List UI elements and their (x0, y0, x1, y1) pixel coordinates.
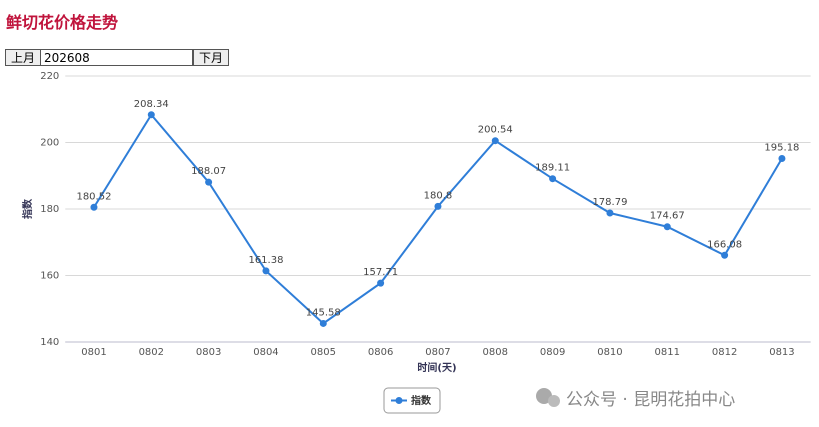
value-label: 189.11 (535, 163, 570, 174)
x-tick-label: 0808 (483, 347, 508, 358)
y-tick-label: 200 (40, 138, 59, 149)
x-tick-label: 0802 (139, 347, 164, 358)
value-label: 145.58 (306, 307, 341, 318)
value-label: 157.71 (363, 267, 398, 278)
x-tick-label: 0813 (769, 347, 794, 358)
value-label: 200.54 (478, 125, 513, 136)
point (663, 223, 671, 231)
x-tick-label: 0811 (655, 347, 680, 358)
x-tick-label: 0812 (712, 347, 737, 358)
value-label: 208.34 (134, 99, 169, 110)
prev-month-button[interactable]: 上月 (5, 49, 42, 66)
y-tick-label: 180 (40, 204, 59, 215)
legend-box (383, 387, 441, 414)
value-label: 195.18 (764, 143, 799, 154)
legend-label: 指数 (411, 394, 432, 407)
x-tick-label: 0810 (597, 347, 622, 358)
legend-swatch (395, 397, 403, 404)
point (549, 175, 557, 183)
value-label: 161.38 (248, 255, 283, 266)
x-tick-label: 0805 (311, 347, 336, 358)
x-tick-label: 0803 (196, 347, 221, 358)
point (205, 178, 213, 186)
x-tick-label: 0807 (425, 347, 450, 358)
x-tick-label: 0806 (368, 347, 393, 358)
month-input[interactable]: 202608 (40, 49, 193, 66)
y-tick-label: 140 (40, 337, 59, 348)
x-axis-label: 时间(天) (417, 361, 456, 374)
point (90, 203, 98, 211)
y-tick-label: 220 (40, 71, 59, 82)
value-label: 174.67 (650, 211, 685, 222)
point (778, 155, 786, 163)
point (606, 209, 614, 217)
x-tick-label: 0801 (81, 347, 106, 358)
value-label: 166.08 (707, 239, 742, 250)
watermark: 公众号 · 昆明花拍中心 (566, 390, 736, 410)
point (491, 137, 499, 145)
x-tick-label: 0809 (540, 347, 565, 358)
value-label: 178.79 (592, 197, 627, 208)
x-tick-label: 0804 (253, 347, 278, 358)
point (721, 251, 729, 259)
value-label: 188.07 (191, 166, 226, 177)
point (434, 202, 442, 210)
value-label: 180.52 (76, 191, 111, 202)
next-month-button[interactable]: 下月 (193, 49, 230, 66)
point (147, 111, 155, 119)
point (319, 319, 327, 327)
y-tick-label: 160 (40, 271, 59, 282)
watermark-icon (536, 388, 560, 407)
y-axis-label: 指数 (21, 198, 34, 219)
point (377, 279, 385, 287)
point (262, 267, 270, 275)
value-label: 180.8 (424, 190, 453, 201)
page-title: 鲜切花价格走势 (6, 13, 119, 32)
